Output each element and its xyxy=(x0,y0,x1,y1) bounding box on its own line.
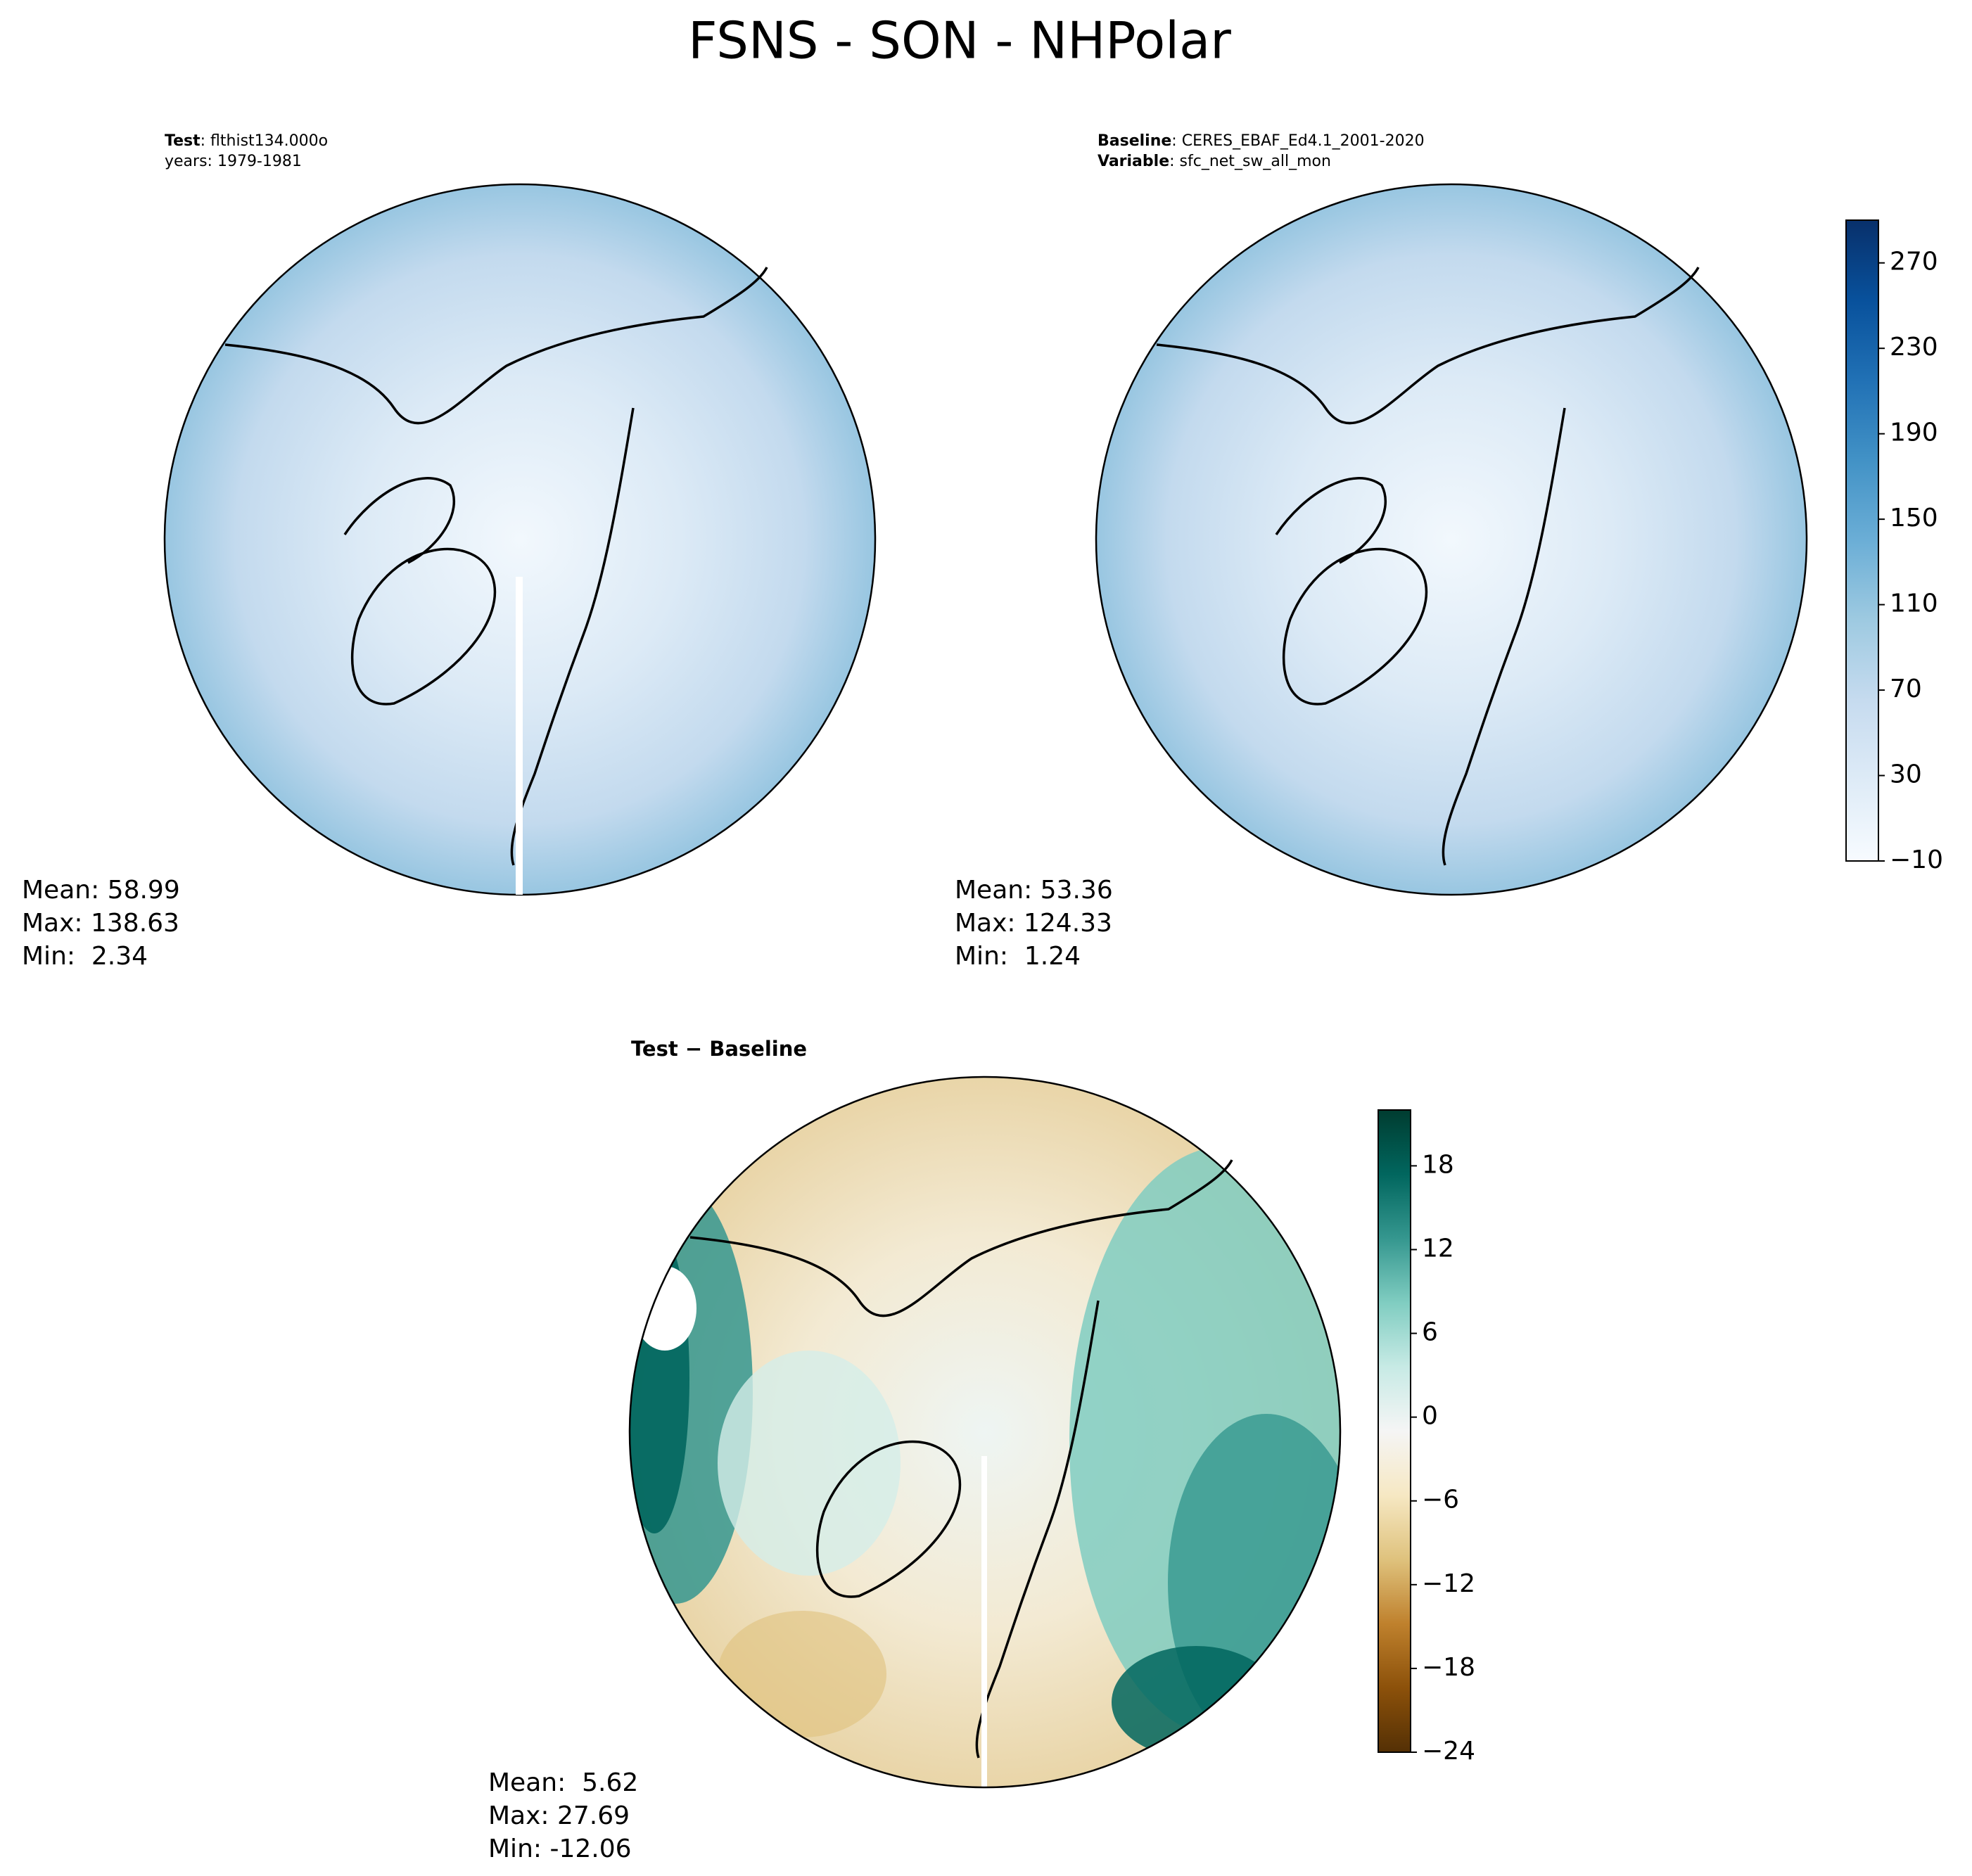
colorbar-tick-label: 0 xyxy=(1422,1402,1438,1431)
colorbar-tick-label: −18 xyxy=(1422,1653,1475,1682)
panel-title: Test − Baseline xyxy=(631,1037,807,1061)
stat-line: Mean: 53.36 xyxy=(955,876,1113,905)
panel-header: Baseline: CERES_EBAF_Ed4.1_2001-2020 xyxy=(1098,132,1425,150)
stat-line: Min: 2.34 xyxy=(22,942,148,971)
stat-line: Min: -12.06 xyxy=(488,1834,632,1863)
colorbar-tick-label: 230 xyxy=(1890,333,1938,362)
header-text: : flthist134.000o xyxy=(201,132,328,150)
stat-line: Max: 27.69 xyxy=(488,1801,630,1830)
colorbar xyxy=(1845,219,1879,862)
colorbar-tick-label: 30 xyxy=(1890,760,1922,789)
panel-header: Test: flthist134.000o xyxy=(165,132,328,150)
panel-header: years: 1979-1981 xyxy=(165,153,302,170)
colorbar-tick-label: 190 xyxy=(1890,419,1938,447)
map-baseline xyxy=(1095,183,1808,896)
header-label: Test xyxy=(165,132,201,150)
stat-line: Mean: 5.62 xyxy=(488,1768,638,1797)
header-label: Baseline xyxy=(1098,132,1171,150)
map-test xyxy=(163,183,877,896)
colorbar-tick-label: 18 xyxy=(1422,1150,1454,1179)
header-text: years: 1979-1981 xyxy=(165,153,302,170)
stat-line: Min: 1.24 xyxy=(955,942,1081,971)
header-text: : CERES_EBAF_Ed4.1_2001-2020 xyxy=(1171,132,1424,150)
map-difference xyxy=(628,1076,1342,1789)
colorbar-tick-label: 12 xyxy=(1422,1234,1454,1263)
colorbar-tick-label: 270 xyxy=(1890,248,1938,276)
figure-title: FSNS - SON - NHPolar xyxy=(688,11,1231,70)
colorbar xyxy=(1378,1109,1411,1753)
header-text: : sfc_net_sw_all_mon xyxy=(1169,153,1331,170)
colorbar-tick-label: −6 xyxy=(1422,1486,1459,1514)
colorbar-tick-label: 70 xyxy=(1890,675,1922,703)
colorbar-tick-label: 150 xyxy=(1890,504,1938,532)
stat-line: Max: 138.63 xyxy=(22,909,179,938)
stat-line: Max: 124.33 xyxy=(955,909,1112,938)
stat-line: Mean: 58.99 xyxy=(22,876,180,905)
colorbar-tick-label: −12 xyxy=(1422,1569,1475,1598)
colorbar-tick-label: 6 xyxy=(1422,1318,1438,1347)
header-label: Variable xyxy=(1098,153,1169,170)
colorbar-tick-label: −10 xyxy=(1890,846,1943,874)
colorbar-tick-label: 110 xyxy=(1890,589,1938,618)
colorbar-tick-label: −24 xyxy=(1422,1737,1475,1766)
panel-header: Variable: sfc_net_sw_all_mon xyxy=(1098,153,1331,170)
